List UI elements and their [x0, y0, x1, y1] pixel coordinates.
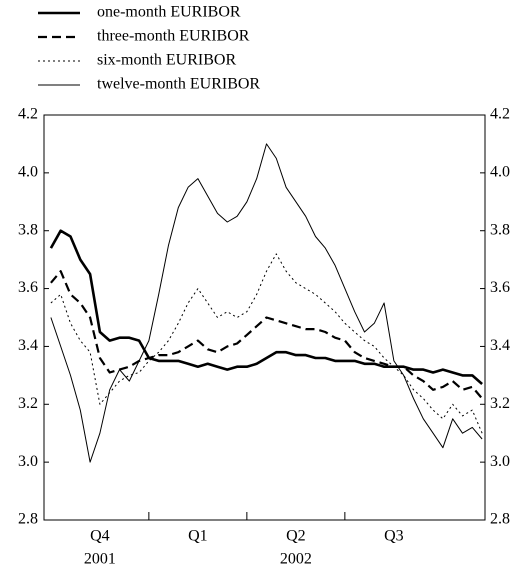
series-line	[50, 270, 483, 400]
y-tick-label: 3.4	[18, 337, 38, 354]
x-tick-label: Q2	[286, 528, 306, 545]
legend-label: three-month EURIBOR	[97, 28, 250, 45]
y-tick-label: 3.0	[18, 453, 38, 470]
y-tick-label: 2.8	[18, 511, 38, 528]
plot-frame	[43, 114, 486, 521]
y2-tick-label: 3.0	[490, 453, 510, 470]
y2-tick-label: 3.2	[490, 395, 510, 412]
series-line	[50, 253, 483, 434]
legend-label: twelve-month EURIBOR	[97, 76, 260, 93]
year-label: 2001	[84, 551, 116, 568]
y2-tick-label: 4.2	[490, 106, 510, 123]
legend-label: one-month EURIBOR	[97, 4, 241, 21]
y-tick-label: 3.8	[18, 221, 38, 238]
year-label: 2002	[280, 551, 312, 568]
y2-tick-label: 3.8	[490, 221, 510, 238]
series-line	[50, 143, 483, 463]
series-line	[49, 229, 483, 385]
y-tick-label: 3.6	[18, 279, 38, 296]
y2-tick-label: 3.6	[490, 279, 510, 296]
y2-tick-label: 3.4	[490, 337, 510, 354]
y2-tick-label: 2.8	[490, 511, 510, 528]
y-tick-label: 4.0	[18, 164, 38, 181]
x-tick-label: Q3	[384, 528, 404, 545]
x-tick-label: Q1	[188, 528, 208, 545]
y-tick-label: 4.2	[18, 106, 38, 123]
legend-label: six-month EURIBOR	[97, 52, 236, 69]
y2-tick-label: 4.0	[490, 164, 510, 181]
y-tick-label: 3.2	[18, 395, 38, 412]
x-tick-label: Q4	[90, 528, 110, 545]
